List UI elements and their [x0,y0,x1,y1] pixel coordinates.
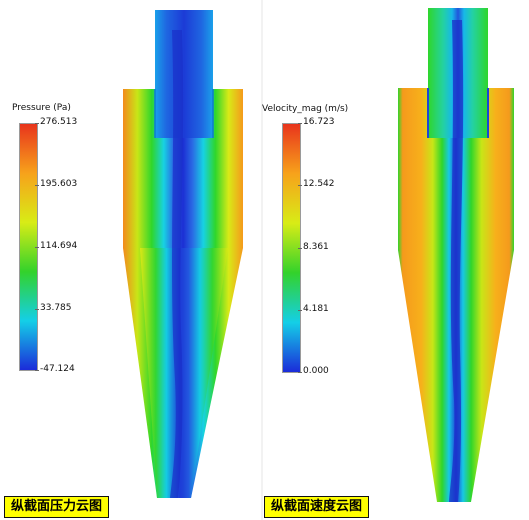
velocity-legend-title: Velocity_mag (m/s) [262,104,349,114]
panel-divider [261,0,263,520]
velocity-caption: 纵截面速度云图 [264,496,370,518]
pressure-outlet-pipe [155,10,213,138]
pressure-tick-min: -47.124 [35,364,75,374]
pressure-caption: 纵截面压力云图 [4,496,110,518]
pressure-tick-3: 114.694 [34,241,78,251]
pressure-vortex-core [170,30,184,498]
velocity-tick-3: 8.361 [298,242,329,252]
pressure-tick-2: 195.603 [34,179,78,189]
velocity-tick-4: 4.181 [298,304,329,314]
velocity-tick-2: 12.542 [298,179,335,189]
pressure-tick-4: 33.785 [35,303,72,313]
pressure-tick-max: 276.513 [34,117,78,127]
pressure-legend-title: Pressure (Pa) [12,103,71,113]
velocity-vortex-core [449,20,464,502]
pressure-cone-section [140,248,228,498]
velocity-tick-max: 16.723 [298,117,335,127]
velocity-tick-min: 0.000 [298,366,329,376]
velocity-panel: Velocity_mag (m/s) 16.723 12.542 8.361 4… [262,0,529,520]
velocity-contour-plot [398,8,514,502]
pressure-contour-plot [123,10,243,498]
pressure-panel: Pressure (Pa) 276.513 195.603 114.694 33… [0,0,262,520]
